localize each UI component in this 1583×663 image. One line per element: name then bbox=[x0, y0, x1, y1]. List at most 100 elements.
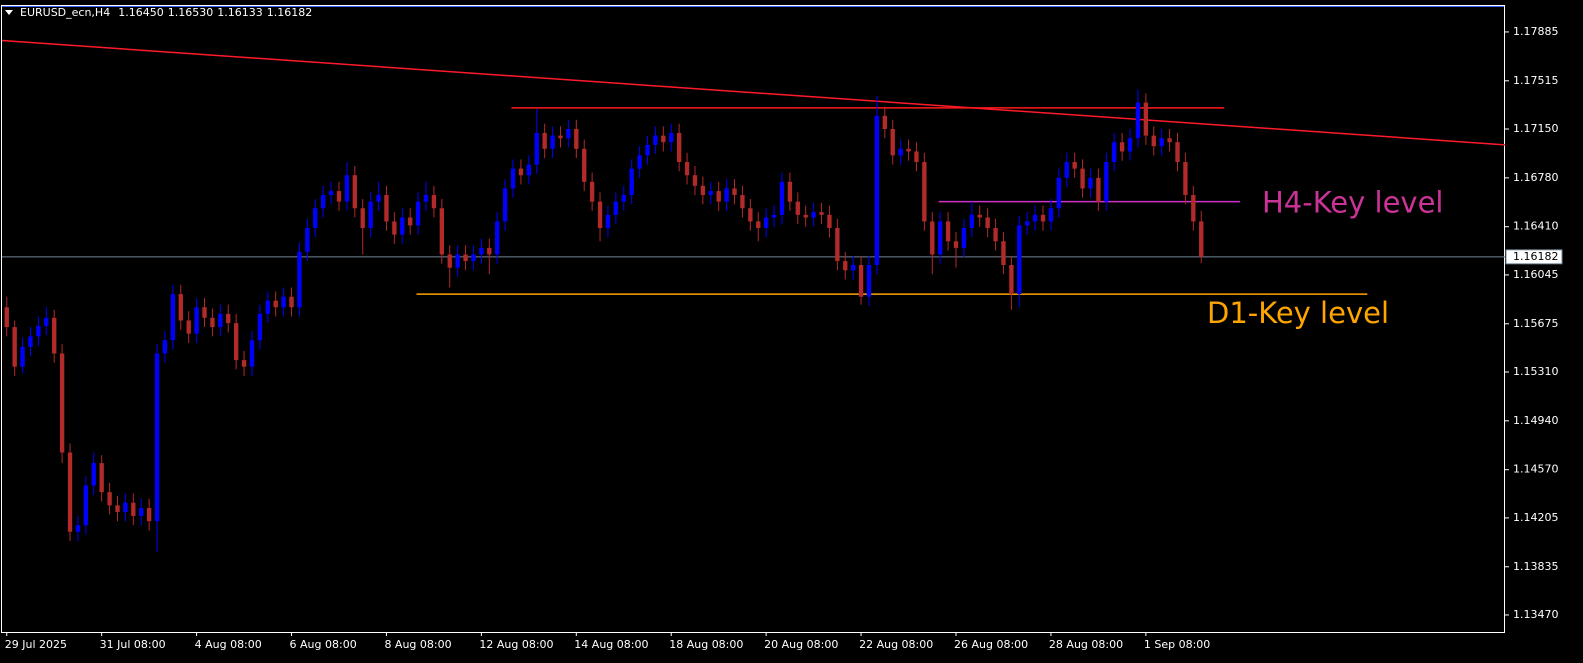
candle-body bbox=[676, 132, 682, 163]
candle-body bbox=[732, 188, 737, 196]
x-tick-label: 18 Aug 08:00 bbox=[669, 638, 743, 651]
candle-body bbox=[1009, 265, 1014, 295]
candle-body bbox=[297, 251, 302, 308]
candle-body bbox=[740, 195, 745, 209]
candle-body bbox=[344, 175, 350, 202]
candle-body bbox=[226, 313, 231, 324]
candle-body bbox=[803, 214, 808, 218]
y-tick-label: 1.17150 bbox=[1513, 122, 1559, 135]
header-arrow bbox=[5, 10, 13, 15]
x-tick-label: 29 Jul 2025 bbox=[5, 638, 67, 651]
candle-body bbox=[495, 221, 500, 255]
candle-body bbox=[661, 135, 666, 143]
y-tick-label: 1.15675 bbox=[1513, 317, 1559, 330]
candle-body bbox=[400, 217, 405, 235]
candle-body bbox=[708, 191, 713, 196]
candle-body bbox=[574, 129, 579, 149]
candle-body bbox=[906, 148, 911, 152]
y-tick-label: 1.16780 bbox=[1513, 171, 1559, 184]
x-tick-label: 1 Sep 08:00 bbox=[1144, 638, 1210, 651]
candle-body bbox=[858, 265, 864, 297]
candle-body bbox=[795, 201, 800, 215]
candle-body bbox=[368, 201, 373, 229]
candle-body bbox=[1104, 162, 1109, 202]
candle-body bbox=[99, 463, 104, 493]
candle-body bbox=[178, 294, 183, 321]
candle-body bbox=[621, 195, 626, 202]
candle-body bbox=[502, 188, 508, 222]
candle-body bbox=[320, 195, 326, 209]
candle-body bbox=[313, 208, 318, 229]
candle-body bbox=[439, 208, 445, 255]
y-tick-label: 1.16410 bbox=[1513, 220, 1559, 233]
candle-body bbox=[233, 323, 239, 361]
candle-body bbox=[653, 135, 658, 145]
candle-body bbox=[265, 300, 270, 314]
candle-body bbox=[542, 132, 547, 149]
candle-body bbox=[471, 254, 476, 262]
candle-body bbox=[202, 307, 207, 318]
candle-body bbox=[210, 317, 215, 328]
x-tick-label: 26 Aug 08:00 bbox=[954, 638, 1028, 651]
candle-body bbox=[882, 115, 887, 130]
candle-body bbox=[922, 162, 927, 222]
y-tick-label: 1.16045 bbox=[1513, 268, 1559, 281]
candle-body bbox=[1001, 241, 1006, 266]
candle-body bbox=[819, 212, 824, 215]
candle-body bbox=[91, 463, 96, 486]
candle-body bbox=[1072, 162, 1077, 169]
candle-body bbox=[360, 208, 365, 229]
candle-body bbox=[1175, 142, 1180, 163]
candle-body bbox=[558, 135, 563, 139]
candle-body bbox=[336, 191, 342, 202]
header-value: 1.16530 bbox=[168, 6, 214, 19]
candle-body bbox=[724, 188, 729, 202]
candle-body bbox=[447, 254, 452, 268]
candle-body bbox=[273, 300, 278, 308]
candle-body bbox=[645, 144, 650, 156]
candle-body bbox=[763, 217, 769, 229]
candle-body bbox=[479, 247, 484, 255]
candle-body bbox=[1080, 168, 1085, 189]
candle-body bbox=[597, 201, 603, 229]
candle-body bbox=[1032, 214, 1038, 222]
candle-body bbox=[392, 221, 397, 235]
level-line bbox=[1, 39, 1506, 146]
header-value: 1.16450 bbox=[118, 6, 164, 19]
y-tick-label: 1.13470 bbox=[1513, 608, 1559, 621]
plot-frame bbox=[1, 5, 1505, 633]
candle-body bbox=[637, 155, 642, 169]
header-symbol: EURUSD_ecn,H4 bbox=[20, 6, 110, 19]
candle-body bbox=[716, 191, 721, 202]
candle-body bbox=[779, 181, 785, 215]
candle-body bbox=[1143, 102, 1149, 136]
candle-body bbox=[669, 132, 674, 143]
candle-body bbox=[1127, 138, 1133, 152]
candle-body bbox=[249, 340, 255, 367]
candle-body bbox=[843, 261, 848, 271]
x-tick-label: 14 Aug 08:00 bbox=[574, 638, 648, 651]
candle-body bbox=[1040, 214, 1046, 222]
candle-body bbox=[75, 525, 81, 532]
candle-body bbox=[605, 214, 611, 229]
candle-body bbox=[945, 221, 951, 242]
candle-body bbox=[431, 195, 437, 209]
candle-body bbox=[408, 217, 413, 226]
candle-body bbox=[154, 353, 160, 522]
candle-body bbox=[850, 265, 856, 271]
candle-body bbox=[835, 228, 840, 262]
candle-body bbox=[123, 502, 128, 512]
candle-body bbox=[36, 325, 41, 337]
candle-body bbox=[1017, 225, 1022, 295]
candle-body bbox=[582, 148, 587, 182]
candle-body bbox=[1025, 221, 1030, 226]
current-price-box bbox=[1505, 249, 1563, 265]
header-value: 1.16182 bbox=[267, 6, 313, 19]
candle-body bbox=[218, 313, 223, 328]
candle-body bbox=[589, 181, 595, 202]
candle-body bbox=[423, 195, 429, 202]
candle-body bbox=[241, 360, 247, 367]
x-tick-label: 20 Aug 08:00 bbox=[764, 638, 838, 651]
